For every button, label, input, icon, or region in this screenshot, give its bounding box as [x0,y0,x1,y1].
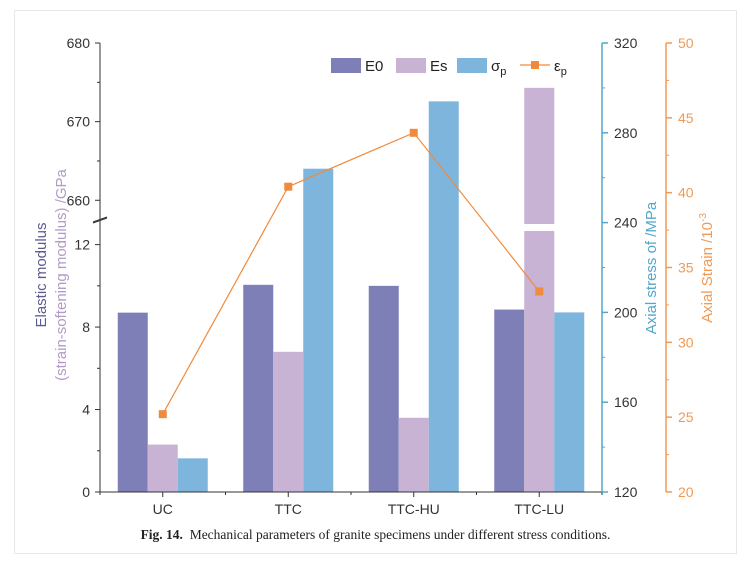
legend-label-main-Es: Es [430,58,448,75]
legend-label-main-sigma: σ [491,58,501,75]
bar-es-TTC-HU [398,417,429,492]
x-tick-label-TTC-HU: TTC-HU [388,501,440,517]
legend-label-E0: E0 [365,58,383,75]
middle-tick-label-280: 280 [614,125,638,141]
axes: 0 4 8 12 660 670 680 UC TTC TTC-HU TTC-LU 120 160 200… [67,35,694,517]
left-upper-tick-label-670: 670 [67,114,91,130]
legend-swatch-marker-eps [531,61,539,69]
legend-swatch-E0 [331,58,361,73]
middle-tick-label-240: 240 [614,215,638,231]
strain-marker-UC [158,410,167,419]
middle-tick-label-320: 320 [614,35,638,51]
bar-sigma-TTC-HU [428,101,459,493]
legend-label-eps: εp [554,58,567,78]
right-tick-label-40: 40 [678,185,694,201]
right-tick-label-20: 20 [678,484,694,500]
bar-e0-TTC-LU [494,309,525,492]
right-axis-title: Axial Strain /10-3 [698,213,716,323]
bar-es-TTC-LU-lower [524,231,555,492]
right-tick-label-50: 50 [678,35,694,51]
middle-axis-title: Axial stress of /MPa [643,201,660,334]
left-axis-subtitle: (strain-softening modulus) /GPa [53,168,70,380]
bar-e0-UC [117,312,148,492]
left-upper-tick-label-680: 680 [67,35,91,51]
left-tick-label-4: 4 [82,402,90,418]
legend-label-Es: Es [430,58,448,75]
left-tick-label-12: 12 [74,237,90,253]
caption-label: Fig. 14. [140,527,183,542]
middle-tick-label-160: 160 [614,394,638,410]
axis-break-mark-1 [92,216,108,223]
right-tick-label-35: 35 [678,260,694,276]
bar-sigma-TTC-LU [554,312,585,492]
left-axis-title: Elastic modulus [33,222,50,327]
right-axis-title-exp: -3 [698,213,709,222]
bar-e0-TTC-HU [368,285,399,492]
strain-marker-TTC-HU [409,128,418,137]
x-tick-label-UC: UC [153,501,173,517]
bar-es-UC [147,444,178,492]
strain-line [158,128,544,419]
legend-swatch-sigma [457,58,487,73]
right-tick-label-45: 45 [678,110,694,126]
bar-es-TTC [273,351,304,492]
strain-polyline [162,132,540,415]
strain-marker-TTC-LU [535,287,544,296]
legend: E0 Es σp εp [331,58,567,78]
strain-marker-TTC [284,182,293,191]
caption-text: Mechanical parameters of granite specime… [189,527,611,542]
legend-label-main-eps: ε [554,58,561,75]
bar-sigma-UC [177,458,208,492]
middle-tick-label-120: 120 [614,484,638,500]
bar-es-TTC-LU-upper [524,87,555,224]
right-axis-title-text: Axial Strain /10 [699,222,716,323]
legend-swatch-Es [396,58,426,73]
left-tick-label-8: 8 [82,319,90,335]
bars [117,87,585,493]
legend-label-sub-sigma: p [500,66,506,78]
legend-label-main-E0: E0 [365,58,383,75]
left-upper-tick-label-660: 660 [67,192,91,208]
left-tick-label-0: 0 [82,484,90,500]
middle-tick-label-200: 200 [614,304,638,320]
x-tick-label-TTC: TTC [275,501,302,517]
bar-sigma-TTC [303,168,334,492]
legend-label-sub-eps: p [561,66,567,78]
right-tick-label-25: 25 [678,409,694,425]
x-tick-label-TTC-LU: TTC-LU [514,501,564,517]
bar-e0-TTC [243,284,274,492]
legend-label-sigma: σp [491,58,506,78]
axis-break-mark-2 [92,217,108,224]
figure-caption: Fig. 14. Mechanical parameters of granit… [0,527,751,543]
right-tick-label-30: 30 [678,334,694,350]
